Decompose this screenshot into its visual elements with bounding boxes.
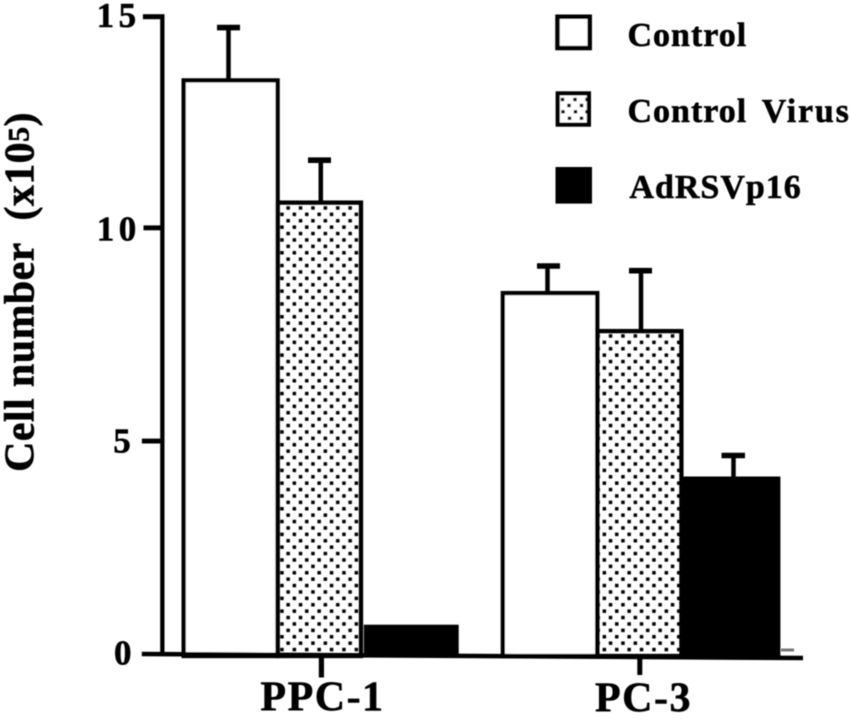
svg-text:AdRSVp16: AdRSVp16 <box>629 169 801 206</box>
svg-text:Control: Control <box>628 93 748 130</box>
svg-text:0: 0 <box>114 633 136 672</box>
svg-text:Control: Control <box>628 17 748 54</box>
svg-text:PPC-1: PPC-1 <box>260 674 384 714</box>
svg-text:10: 10 <box>97 209 141 248</box>
svg-text:PC-3: PC-3 <box>595 676 692 714</box>
svg-text:Virus: Virus <box>762 93 850 130</box>
svg-text:Cell number (x105): Cell number (x105) <box>0 112 44 472</box>
svg-text:5: 5 <box>113 421 135 460</box>
svg-text:15: 15 <box>97 0 141 35</box>
